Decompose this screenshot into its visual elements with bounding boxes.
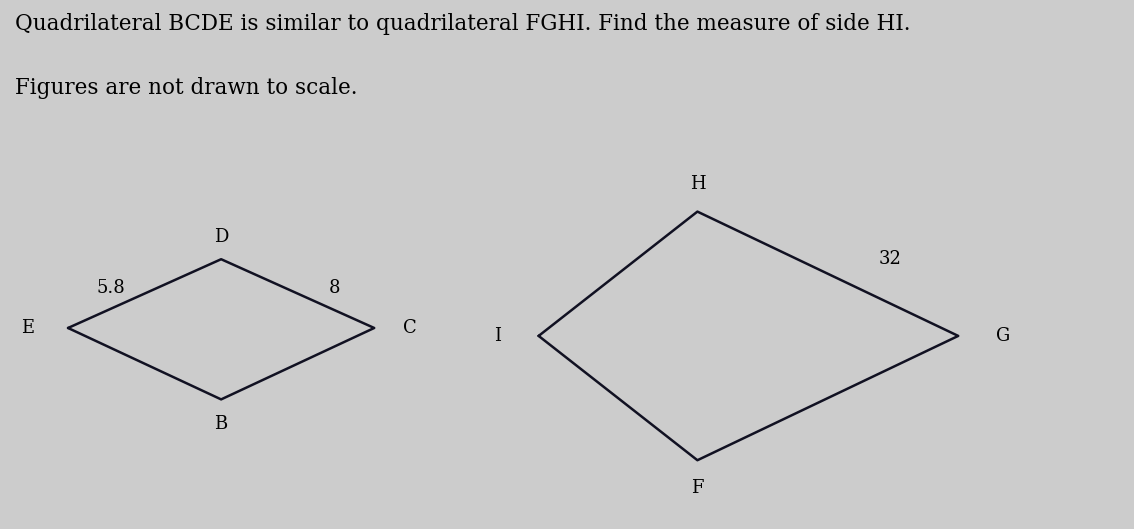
Text: 32: 32 (879, 250, 902, 268)
Text: 8: 8 (329, 279, 340, 297)
Text: 5.8: 5.8 (96, 279, 126, 297)
Text: F: F (691, 479, 704, 497)
Text: B: B (214, 415, 228, 433)
Text: E: E (20, 319, 34, 337)
Text: G: G (996, 327, 1010, 345)
Text: Quadrilateral BCDE is similar to quadrilateral FGHI. Find the measure of side HI: Quadrilateral BCDE is similar to quadril… (15, 13, 911, 35)
Text: D: D (214, 228, 228, 246)
Text: H: H (689, 175, 705, 193)
Text: C: C (403, 319, 416, 337)
Text: Figures are not drawn to scale.: Figures are not drawn to scale. (15, 77, 357, 99)
Text: I: I (494, 327, 501, 345)
